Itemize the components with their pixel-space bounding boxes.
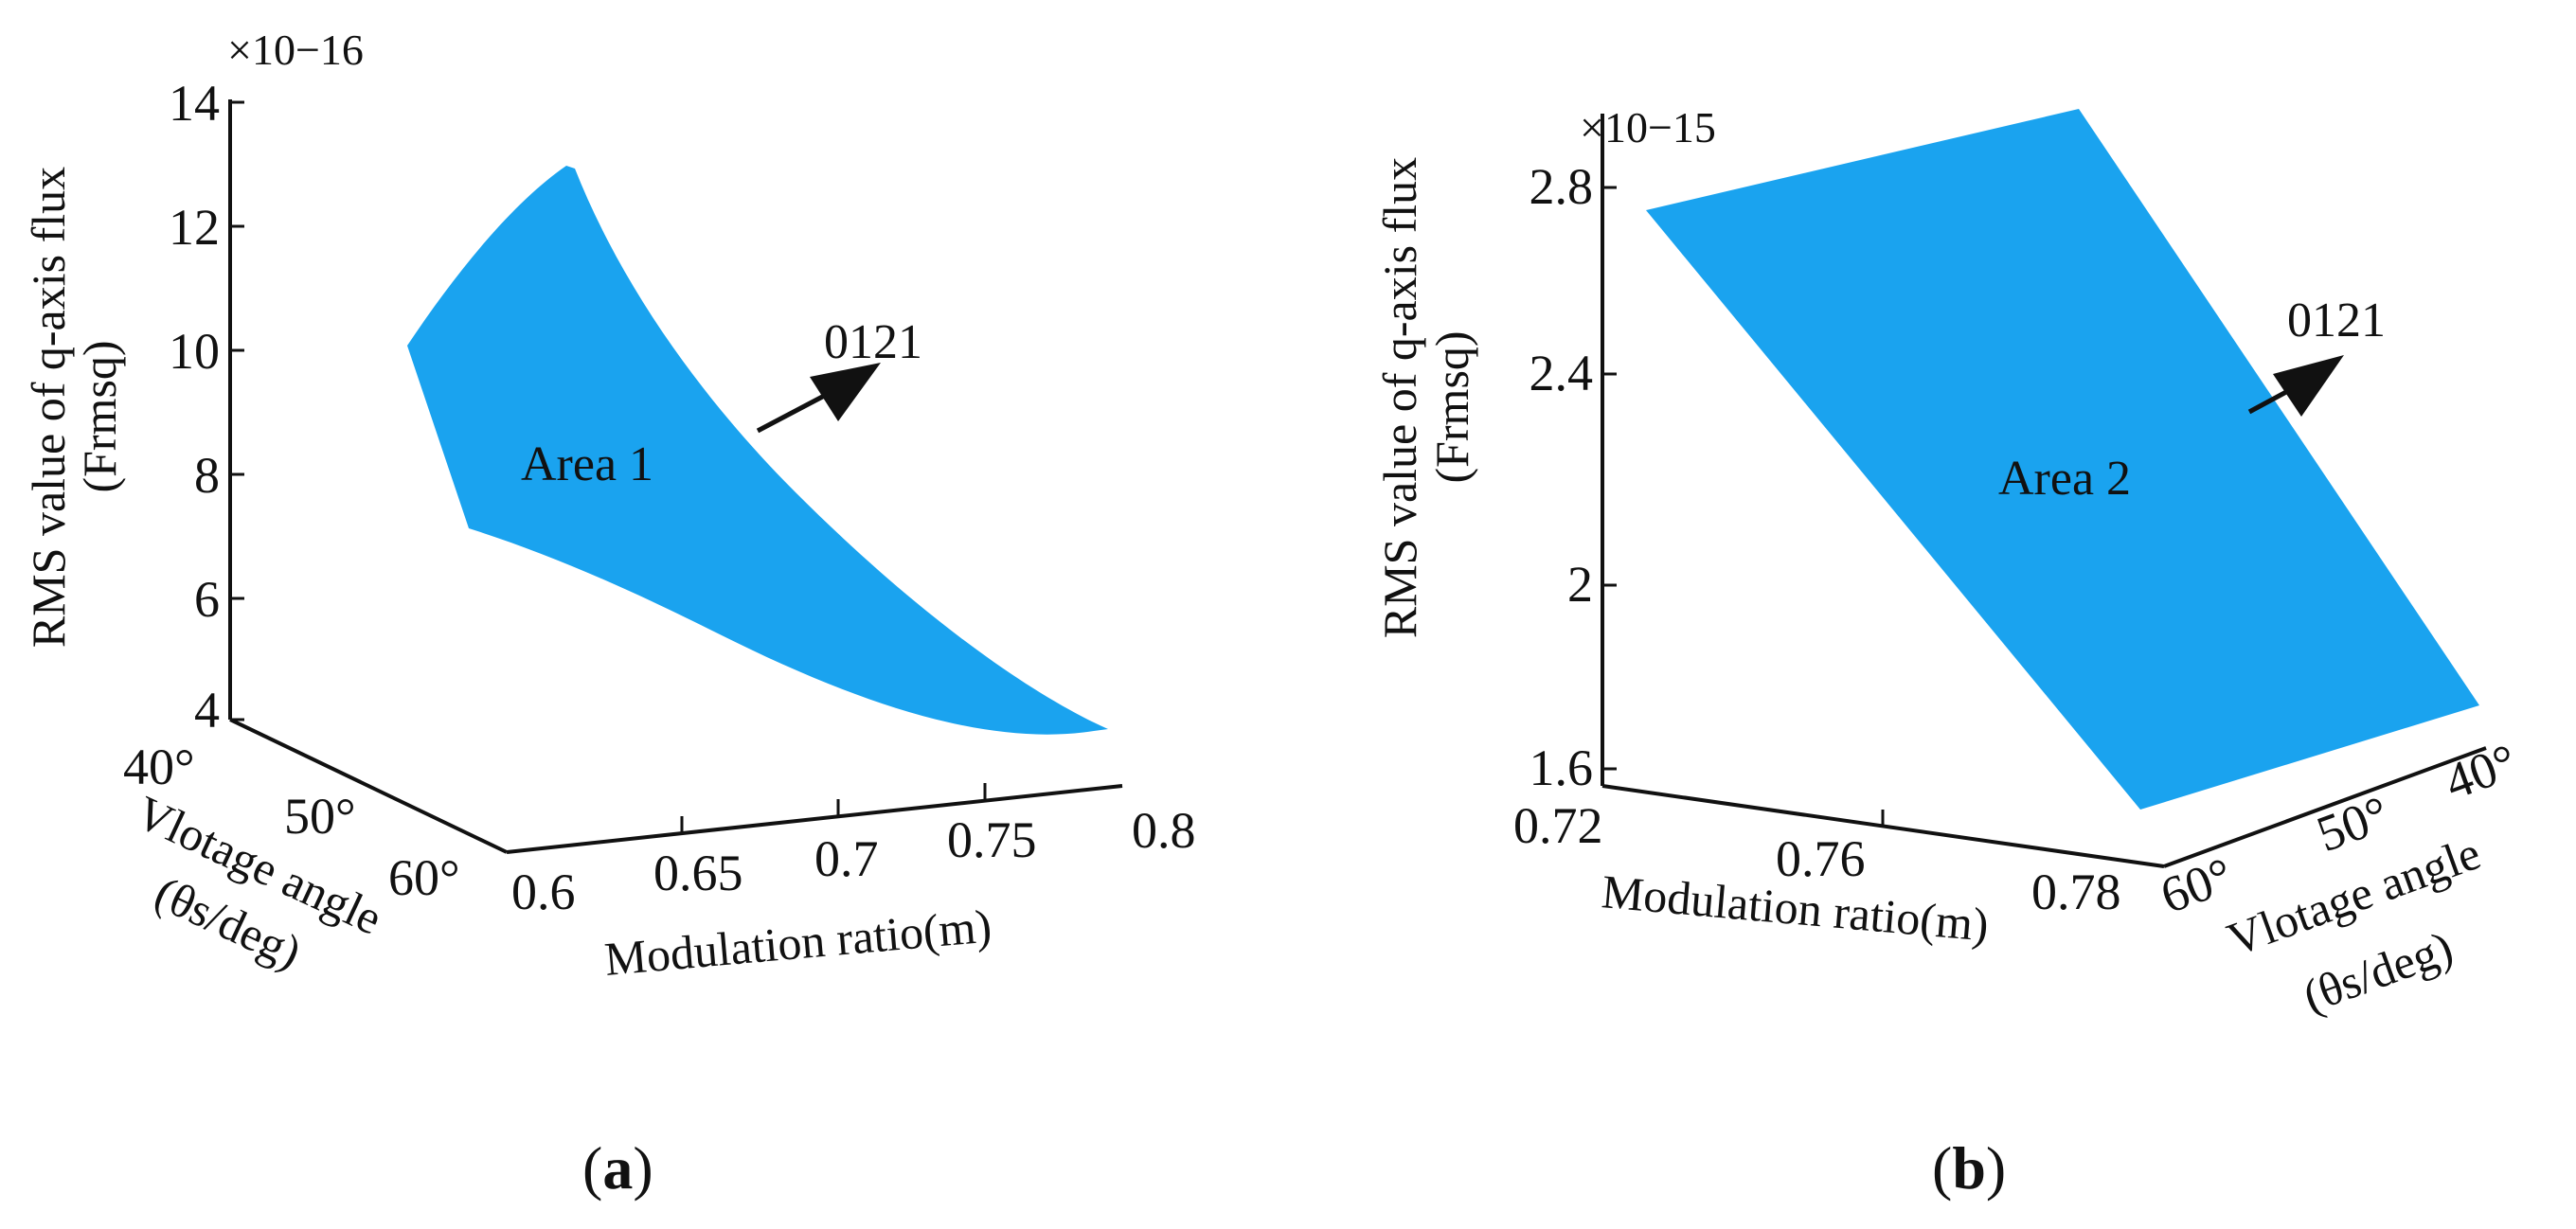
z-tick-label: 8 bbox=[194, 447, 220, 504]
z-tick-label: 12 bbox=[169, 199, 220, 256]
x-tick-label: 0.75 bbox=[947, 811, 1037, 868]
y-tick-label: 40° bbox=[2438, 733, 2525, 810]
x-tick-label: 0.6 bbox=[511, 864, 576, 920]
z-multiplier: ×10−16 bbox=[227, 26, 364, 74]
z-multiplier: ×10−15 bbox=[1580, 103, 1716, 151]
annotation-arrow-label: 0121 bbox=[824, 315, 922, 369]
annotation-arrow-label: 0121 bbox=[2287, 294, 2386, 347]
z-axis-label: RMS value of q-axis flux bbox=[22, 167, 75, 648]
z-ticks-b: 2.8 2.4 2 1.6 bbox=[1530, 158, 1617, 796]
z-tick-label: 1.6 bbox=[1530, 739, 1594, 796]
x-tick-label: 0.72 bbox=[1513, 797, 1603, 854]
panel-caption: (a) bbox=[582, 1134, 653, 1202]
x-tick-label: 0.65 bbox=[653, 845, 743, 901]
panel-caption: (b) bbox=[1932, 1134, 2006, 1202]
y-ticks-a: 40° 50° 60° bbox=[123, 739, 460, 906]
panel-b: 2.8 2.4 2 1.6 ×10−15 RMS value of q-axis… bbox=[1373, 103, 2524, 1202]
z-axis-label: RMS value of q-axis flux bbox=[1373, 157, 1426, 638]
x-tick-label: 0.8 bbox=[1132, 802, 1196, 859]
annotation-arrow-head bbox=[810, 363, 881, 421]
y-tick-label: 50° bbox=[2310, 785, 2397, 863]
z-tick-label: 2.8 bbox=[1530, 158, 1594, 215]
y-tick-label: 40° bbox=[123, 739, 195, 795]
y-tick-label: 60° bbox=[388, 849, 460, 906]
z-tick-label: 10 bbox=[169, 323, 220, 380]
area-1-surface bbox=[407, 166, 1108, 735]
z-tick-label: 6 bbox=[194, 571, 220, 628]
area-2-surface bbox=[1646, 109, 2479, 810]
panel-letter: a bbox=[602, 1134, 633, 1202]
z-tick-label: 4 bbox=[194, 682, 220, 739]
y-axis-line-a bbox=[229, 718, 508, 854]
x-tick-label: 0.7 bbox=[814, 830, 879, 887]
x-ticks-b: 0.72 0.76 0.78 bbox=[1513, 797, 2121, 920]
x-axis-label: Modulation ratio(m) bbox=[602, 899, 993, 985]
y-axis-line-b bbox=[2163, 746, 2487, 868]
z-axis-label-symbol: (Frmsq) bbox=[1425, 330, 1478, 483]
z-ticks-a: 14 12 10 8 6 4 bbox=[169, 75, 244, 739]
panel-letter: b bbox=[1952, 1134, 1986, 1202]
y-tick-label: 50° bbox=[284, 788, 356, 845]
z-tick-label: 14 bbox=[169, 75, 220, 132]
x-tick-label: 0.78 bbox=[2031, 864, 2121, 920]
z-axis-label-symbol: (Frmsq) bbox=[73, 340, 126, 492]
x-ticks-a: 0.6 0.65 0.7 0.75 0.8 bbox=[511, 783, 1196, 920]
panel-a: 14 12 10 8 6 4 ×10−16 RMS value of q-axi… bbox=[22, 26, 1196, 1202]
area-label: Area 2 bbox=[1998, 452, 2131, 506]
x-axis-line-a bbox=[506, 784, 1123, 854]
z-tick-label: 2 bbox=[1567, 556, 1593, 613]
y-tick-label: 60° bbox=[2154, 846, 2241, 924]
annotation-arrow-head bbox=[2273, 355, 2344, 417]
z-tick-label: 2.4 bbox=[1530, 345, 1594, 401]
area-label: Area 1 bbox=[521, 437, 653, 491]
x-tick-label: 0.76 bbox=[1776, 830, 1866, 887]
